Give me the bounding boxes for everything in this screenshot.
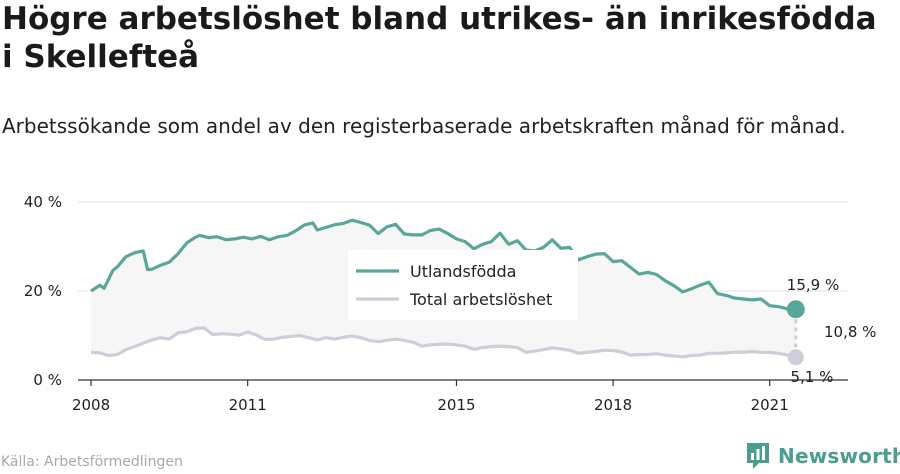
series-line-utlandsfodda <box>90 218 796 311</box>
y-axis-labels: 0 % 20 % 40 % <box>24 193 62 389</box>
newsworthy-logo-icon <box>747 443 769 469</box>
source-note: Källa: Arbetsförmedlingen <box>1 454 183 470</box>
difference-label: 10,8 % <box>824 323 876 341</box>
x-tick-label: 2008 <box>72 396 110 414</box>
x-tick-label: 2011 <box>229 396 267 414</box>
chart-subtitle: Arbetssökande som andel av den registerb… <box>2 114 846 138</box>
legend: Utlandsfödda Total arbetslöshet <box>348 250 578 320</box>
legend-label-total: Total arbetslöshet <box>409 290 552 309</box>
end-point-total <box>787 349 804 366</box>
x-tick-label: 2021 <box>751 396 789 414</box>
x-tick-label: 2015 <box>437 396 475 414</box>
x-tick-label: 2018 <box>594 396 632 414</box>
series-line-total <box>91 326 797 359</box>
brand-name: Newsworthy <box>778 444 900 468</box>
end-value-label-total: 5,1 % <box>791 368 834 386</box>
y-tick-label: 40 % <box>24 193 62 211</box>
end-annotations: 15,9 % 10,8 % 5,1 % <box>787 276 877 386</box>
y-tick-label: 20 % <box>24 282 62 300</box>
chart-title: Högre arbetslöshet bland utrikes- än inr… <box>2 1 877 75</box>
legend-label-utlandsfodda: Utlandsfödda <box>410 262 516 281</box>
end-point-utlandsfodda <box>786 300 805 319</box>
legend-background <box>348 250 578 320</box>
brand-logo[interactable]: Newsworthy <box>745 441 900 471</box>
x-axis: 2008 2011 2015 2018 2021 <box>72 379 848 414</box>
y-tick-label: 0 % <box>33 371 62 389</box>
end-value-label-utlandsfodda: 15,9 % <box>787 276 839 294</box>
